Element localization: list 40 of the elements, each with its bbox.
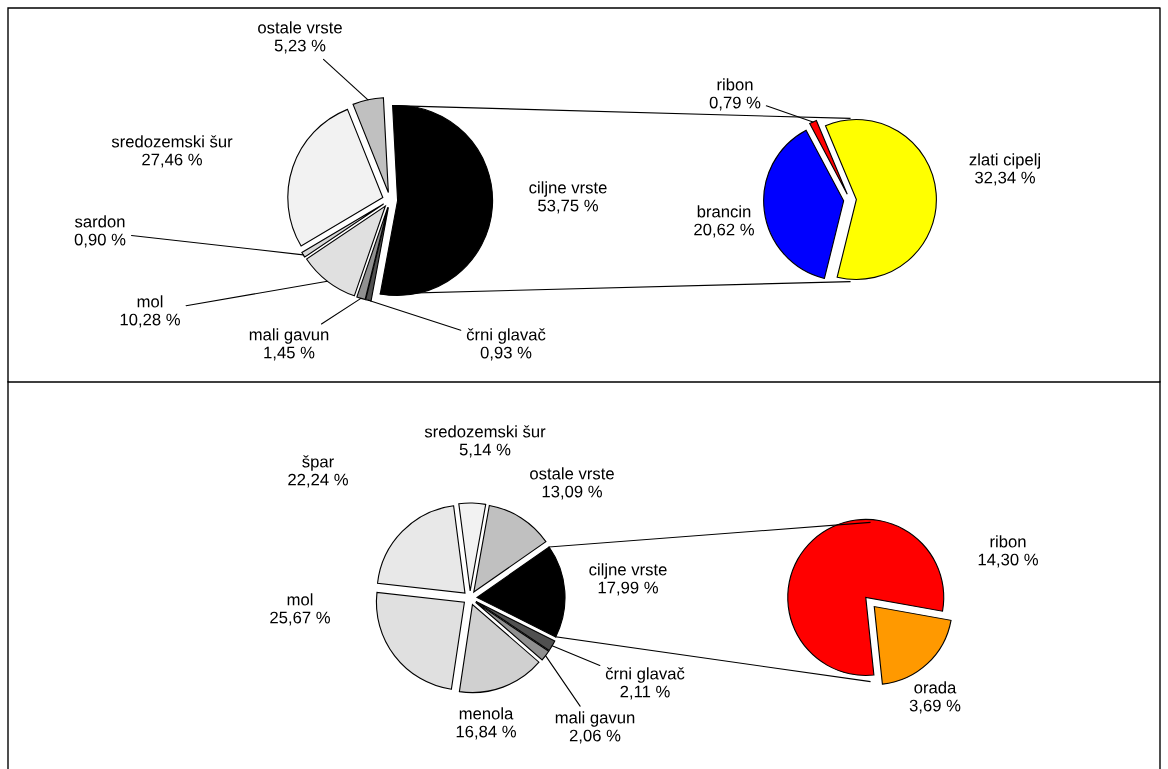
slice-label: mol xyxy=(137,295,163,308)
data-label: 25,67 % xyxy=(270,611,330,626)
slice-label: ribon xyxy=(990,535,1026,548)
slice-label: ciljne vrste xyxy=(529,181,607,197)
data-label: 2,11 % xyxy=(620,685,670,700)
slice-label: ostale vrste xyxy=(530,467,614,480)
slice-label: črni glavač xyxy=(466,328,546,344)
data-label: 3,69 % xyxy=(909,699,961,714)
slice-label: menola xyxy=(459,707,514,720)
data-label: 22,24 % xyxy=(288,473,348,488)
data-label: 17,99 % xyxy=(598,581,658,596)
slice-label: ostale vrste xyxy=(258,21,342,34)
slice-label: ciljne vrste xyxy=(589,563,667,579)
slice-label: črni glavač xyxy=(605,667,685,683)
slice-label: mali gavun xyxy=(249,328,329,344)
data-label: 1,45 % xyxy=(264,346,315,361)
slice-label: orada xyxy=(914,681,957,694)
data-label: 0,79 % xyxy=(709,96,761,111)
slice-label: sredozemski šur xyxy=(424,425,546,438)
data-label: 53,75 % xyxy=(538,199,598,214)
slice-label: brancin xyxy=(697,205,751,218)
slice-label: zlati cipelj xyxy=(969,153,1040,169)
data-label: 16,84 % xyxy=(456,725,516,740)
data-label: 0,90 % xyxy=(74,233,126,248)
data-label: 27,46 % xyxy=(142,153,202,168)
slice-label: mali gavun xyxy=(555,711,635,727)
data-label: 10,28 % xyxy=(120,313,180,328)
data-label: 5,23 % xyxy=(274,39,326,54)
data-label: 0,93 % xyxy=(480,346,532,361)
slice-label: sardon xyxy=(74,215,125,228)
data-label: 32,34 % xyxy=(975,171,1035,186)
data-label: 2,06 % xyxy=(569,729,621,744)
slice-label: ribon xyxy=(717,78,753,91)
data-label: 14,30 % xyxy=(978,553,1038,568)
data-label: 20,62 % xyxy=(694,223,754,238)
data-label: 5,14 % xyxy=(459,443,511,458)
slice-label: mol xyxy=(287,593,313,606)
slice-label: špar xyxy=(302,455,334,471)
data-label: 13,09 % xyxy=(542,485,602,500)
slice-label: sredozemski šur xyxy=(111,135,233,148)
